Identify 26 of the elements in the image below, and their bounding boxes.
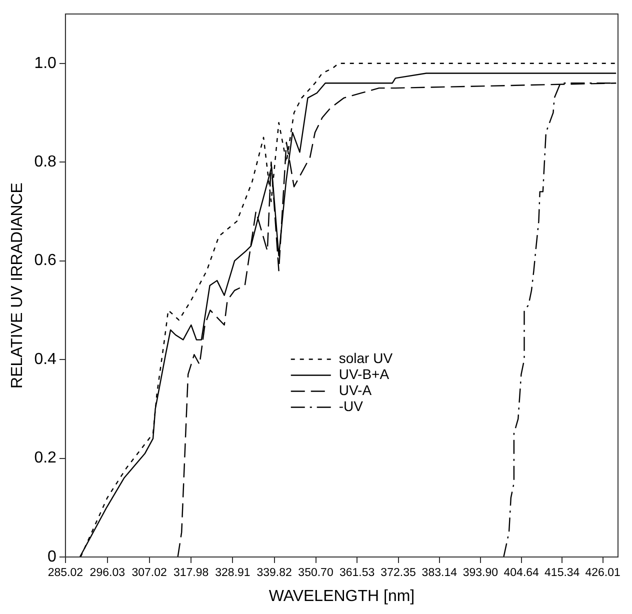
x-tick-label: 361.53 <box>339 567 375 580</box>
x-tick-label: 404.64 <box>504 567 540 580</box>
x-tick-label: 426.01 <box>585 567 620 580</box>
legend-label: -UV <box>338 398 364 414</box>
y-tick-label: 0.8 <box>34 153 57 170</box>
x-tick-label: 393.90 <box>462 567 498 580</box>
y-tick-label: 0.2 <box>34 450 57 467</box>
x-tick-label: 383.14 <box>422 567 458 580</box>
x-tick-label: 339.82 <box>256 567 292 580</box>
x-tick-label: 317.98 <box>173 567 209 580</box>
legend-label: solar UV <box>338 350 394 366</box>
y-axis-title: RELATIVE UV IRRADIANCE <box>9 182 26 388</box>
y-tick-label: 0 <box>48 548 57 566</box>
legend-label: UV-A <box>338 382 372 398</box>
y-tick-label: 0.4 <box>34 350 57 368</box>
x-tick-label: 285.02 <box>48 567 84 580</box>
x-tick-label: 296.03 <box>90 567 125 580</box>
y-tick-label: 1.0 <box>34 54 57 72</box>
x-tick-label: 372.35 <box>380 567 416 580</box>
y-tick-label: 0.6 <box>34 252 57 270</box>
x-tick-label: 328.91 <box>215 567 250 580</box>
x-tick-label: 307.02 <box>132 567 167 580</box>
legend-label: UV-B+A <box>338 366 390 382</box>
x-axis-title: WAVELENGTH [nm] <box>268 588 415 605</box>
x-tick-label: 350.70 <box>298 567 334 580</box>
x-tick-label: 415.34 <box>544 567 580 580</box>
